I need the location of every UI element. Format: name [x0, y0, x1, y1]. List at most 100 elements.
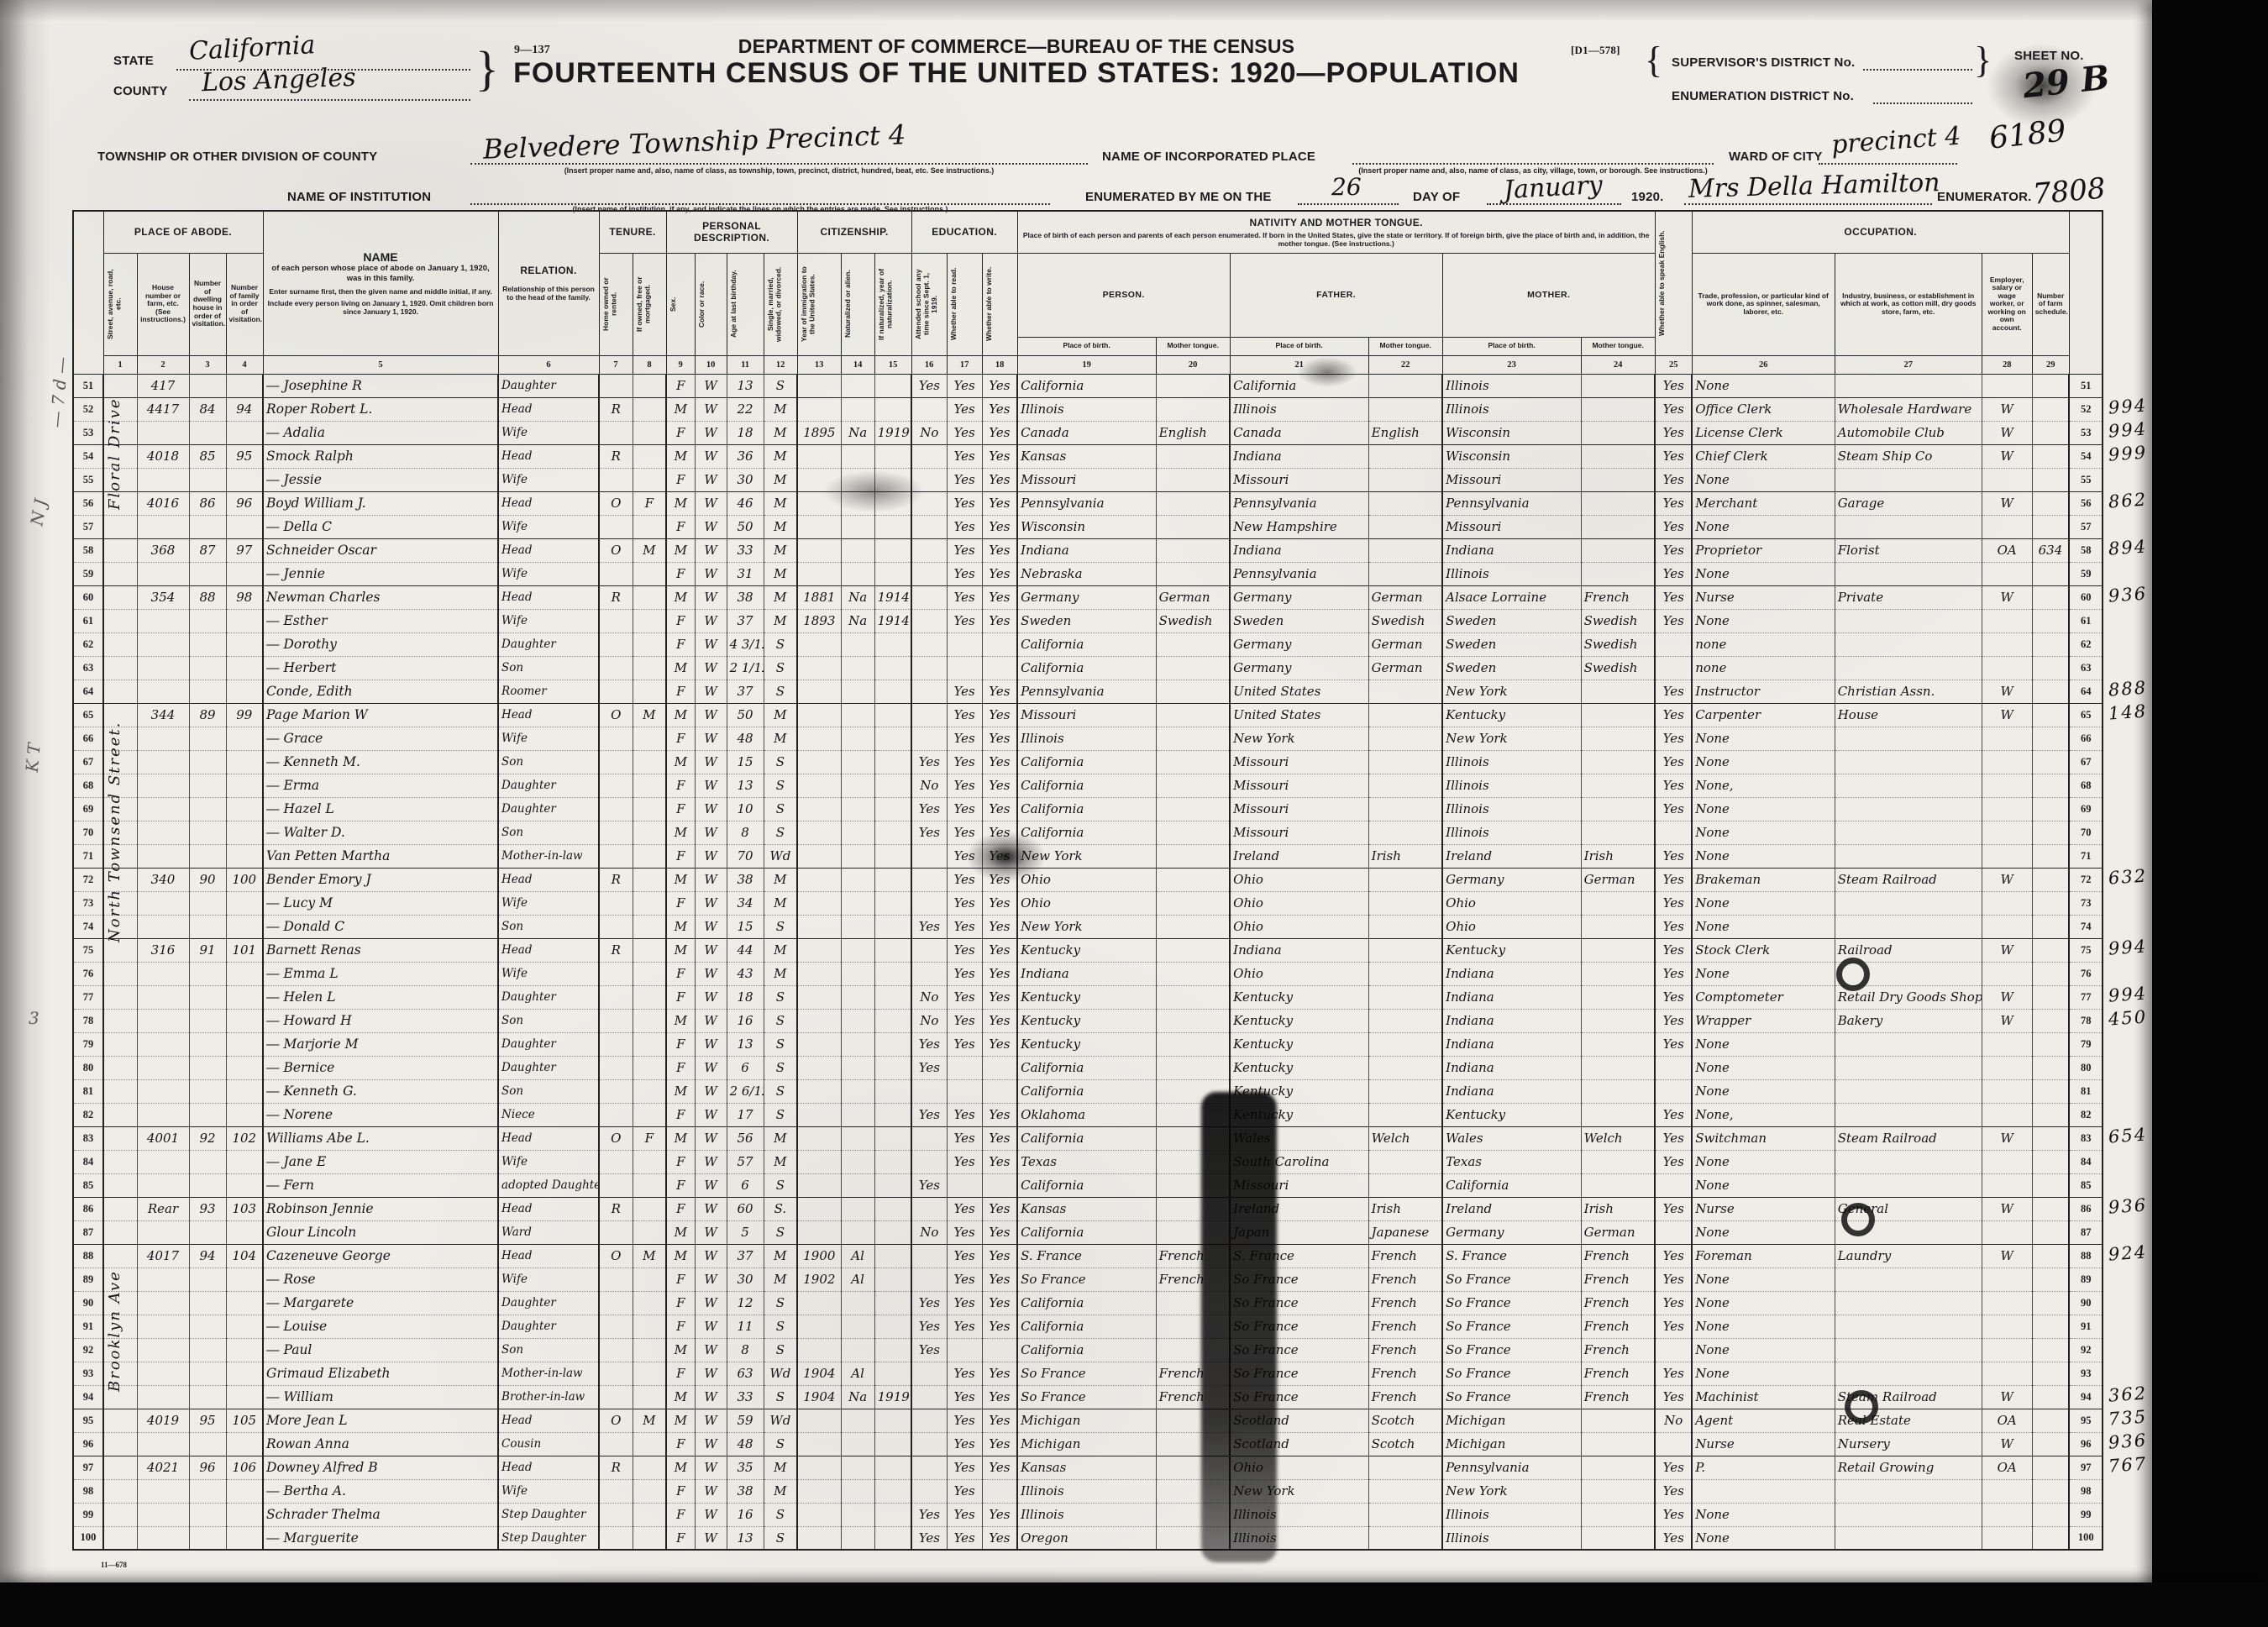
cell: Robinson Jennie	[262, 1197, 499, 1221]
farm-schedule-col: Number of farm schedule.	[2031, 252, 2070, 356]
table-row: 85 ― Fern adopted Daughter F W 6 S Yes Californi…	[72, 1173, 2104, 1198]
cell: Steam Railroad	[1835, 868, 1982, 892]
cell: Step Daughter	[497, 1503, 600, 1527]
cell	[796, 515, 842, 539]
cell: M	[764, 585, 798, 610]
cell	[2032, 1291, 2070, 1315]
column-number: 23	[1441, 354, 1582, 375]
cell	[1581, 1456, 1656, 1480]
cell	[598, 1432, 633, 1456]
cell	[1654, 656, 1693, 680]
cell: Yes	[982, 374, 1018, 398]
line-number: 68	[2068, 774, 2104, 798]
cell	[2032, 1503, 2070, 1527]
cell: R	[598, 585, 633, 610]
cell: New York	[1016, 915, 1157, 939]
cell	[633, 444, 667, 469]
line-number: 80	[72, 1056, 104, 1080]
cell	[841, 938, 875, 963]
cell: ― Norene	[262, 1103, 499, 1127]
cell	[796, 1503, 842, 1527]
cell	[1654, 1338, 1693, 1362]
cell: Illinois	[1441, 750, 1582, 774]
cell	[1581, 1526, 1656, 1551]
employer-col: Employer, salary or wage worker, or work…	[1981, 252, 2033, 356]
cell	[1368, 680, 1443, 704]
cell	[1835, 515, 1982, 539]
line-number: 66	[2068, 727, 2104, 751]
cell: W	[695, 1103, 727, 1127]
line-number: 83	[2068, 1126, 2104, 1151]
cell: S	[764, 1009, 798, 1033]
cell: Niece	[497, 1103, 600, 1127]
scan-edge-top	[0, 0, 2268, 22]
cell: F	[665, 562, 696, 586]
cell	[2032, 797, 2070, 821]
cell: Kansas	[1016, 1456, 1157, 1480]
cell: Kansas	[1016, 1197, 1157, 1221]
line-number: 84	[72, 1150, 104, 1174]
cell: Illinois	[1229, 1526, 1369, 1551]
cell: R	[598, 1456, 633, 1480]
cell: Al	[841, 1362, 875, 1386]
cell	[2032, 985, 2070, 1010]
cell	[189, 750, 227, 774]
cell: Wife	[497, 468, 600, 492]
cell	[796, 844, 842, 869]
cell	[189, 1503, 227, 1527]
signature-line	[1684, 188, 1932, 205]
table-row: 79 ― Marjorie M Daughter F W 13 S Yes Yes Yes Kent…	[72, 1032, 2104, 1057]
cell	[137, 1385, 190, 1409]
column-number: 26	[1691, 354, 1835, 375]
district-brace-open: {	[1645, 39, 1663, 81]
cell	[1156, 1503, 1231, 1527]
cell	[226, 727, 264, 751]
cell: Indiana	[1441, 538, 1582, 563]
cell	[841, 1032, 875, 1057]
cell	[1982, 1526, 2033, 1551]
margin-number: 924	[2108, 1241, 2148, 1265]
cell	[598, 774, 633, 798]
cell	[1156, 1079, 1231, 1104]
cell: Carpenter	[1691, 703, 1835, 727]
cell: Schrader Thelma	[262, 1503, 499, 1527]
cell	[874, 1267, 912, 1292]
cell: Son	[497, 750, 600, 774]
cell	[874, 1126, 912, 1151]
cell	[137, 609, 190, 633]
cell: French	[1368, 1385, 1443, 1409]
cell: Japan	[1229, 1220, 1369, 1245]
cell: Indiana	[1229, 444, 1369, 469]
cell: New York	[1441, 1479, 1582, 1504]
column-number: 6	[497, 354, 600, 375]
line-number: 67	[2068, 750, 2104, 774]
cell: F	[665, 844, 696, 869]
cell: W	[695, 468, 727, 492]
cell: French	[1581, 1267, 1656, 1292]
cell	[633, 656, 667, 680]
cell	[911, 1362, 948, 1386]
cell	[2032, 609, 2070, 633]
cell	[1156, 1150, 1231, 1174]
cell: None	[1691, 609, 1835, 633]
cell: Yes	[982, 1197, 1018, 1221]
cell: 1881	[796, 585, 842, 610]
column-number: 29	[2031, 354, 2070, 375]
table-row: 90 ― Margarete Daughter F W 12 S Yes Yes Yes Calif…	[72, 1291, 2104, 1315]
cell: French	[1581, 585, 1656, 610]
cell	[189, 1432, 227, 1456]
cell: Yes	[947, 1103, 983, 1127]
cell: Yes	[982, 515, 1018, 539]
cell: Yes	[1654, 844, 1693, 869]
cell: M	[665, 1244, 696, 1268]
cell	[1581, 491, 1656, 516]
cell	[1156, 491, 1231, 516]
cell: Yes	[1654, 1126, 1693, 1151]
cell	[1982, 750, 2033, 774]
cell	[1982, 1032, 2033, 1057]
cell: Head	[497, 1409, 600, 1433]
cell: Pennsylvania	[1229, 491, 1369, 516]
cell: No	[911, 1220, 948, 1245]
cell: Yes	[982, 444, 1018, 469]
